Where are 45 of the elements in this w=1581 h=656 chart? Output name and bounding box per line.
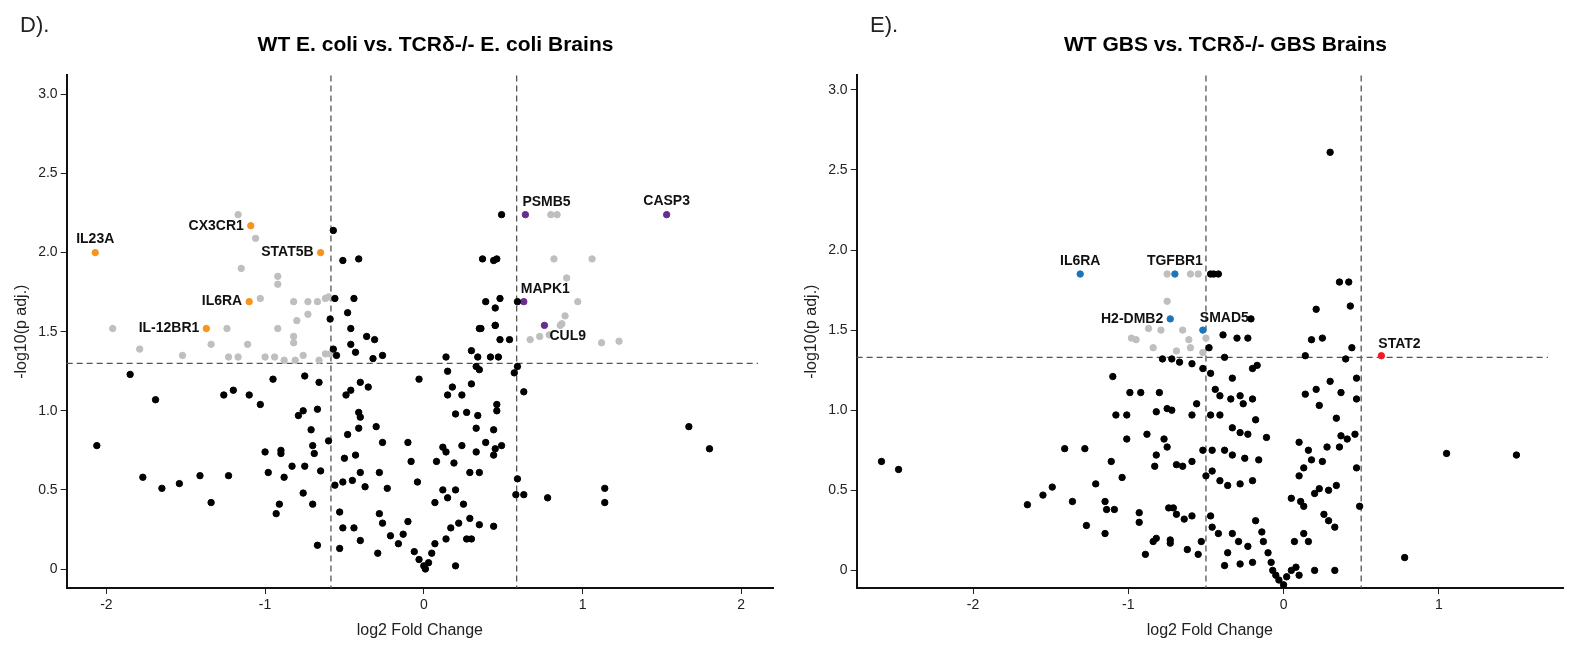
x-tick-label: -2 <box>966 596 980 613</box>
x-axis-title: log2 Fold Change <box>1146 620 1274 638</box>
chart-title: WT GBS vs. TCRδ-/- GBS Brains <box>1063 32 1388 55</box>
y-tick-label: 0 <box>49 559 58 576</box>
text: E). <box>870 12 899 38</box>
annotation: MAPK1 <box>520 280 571 297</box>
y-tick-label: 1.5 <box>828 320 848 337</box>
y-tick-label: 1.5 <box>38 322 58 339</box>
x-tick-label: 2 <box>737 596 746 613</box>
annotation: IL-12BR1 <box>138 319 200 336</box>
y-tick-label: 2.5 <box>828 160 848 177</box>
text: D). <box>20 12 50 38</box>
y-tick-label: 1.0 <box>828 401 848 418</box>
y-tick-label: 0.5 <box>828 481 848 498</box>
x-tick-label: -1 <box>1122 596 1135 613</box>
annotation: CASP3 <box>643 192 691 209</box>
y-tick-label: 0.5 <box>38 480 58 497</box>
chart-title: WT E. coli vs. TCRδ-/- E. coli Brains <box>257 32 614 55</box>
y-axis-title: -log10(p adj.) <box>12 284 30 379</box>
annotation: TGFBR1 <box>1146 251 1204 268</box>
annotation: PSMB5 <box>522 193 571 210</box>
y-axis-title: -log10(p adj.) <box>802 284 820 379</box>
annotation: CX3CR1 <box>188 216 244 233</box>
annotation: H2-DMB2 <box>1101 309 1164 326</box>
y-tick-label: 0 <box>839 561 848 578</box>
annotation: IL6RA <box>1059 251 1101 268</box>
y-tick-label: 2.5 <box>38 164 58 181</box>
x-tick-label: -1 <box>258 596 272 613</box>
annotation: STAT2 <box>1378 334 1421 351</box>
annotation: IL6RA <box>201 292 243 309</box>
y-tick-label: 3.0 <box>828 80 848 97</box>
x-tick-label: 0 <box>419 596 428 613</box>
annotation: CUL9 <box>549 327 587 344</box>
annotation: STAT5B <box>261 243 314 260</box>
y-tick-label: 1.0 <box>38 401 58 418</box>
x-tick-label: -2 <box>100 596 113 613</box>
x-tick-label: 1 <box>1434 596 1443 613</box>
annotation: SMAD5 <box>1199 308 1250 325</box>
annotation: IL23A <box>76 230 115 247</box>
y-tick-label: 2.0 <box>828 240 848 257</box>
y-tick-label: 3.0 <box>38 85 58 102</box>
y-tick-label: 2.0 <box>38 243 58 260</box>
x-axis-title: log2 Fold Change <box>356 620 484 638</box>
x-tick-label: 0 <box>1279 596 1288 613</box>
x-tick-label: 1 <box>578 596 587 613</box>
